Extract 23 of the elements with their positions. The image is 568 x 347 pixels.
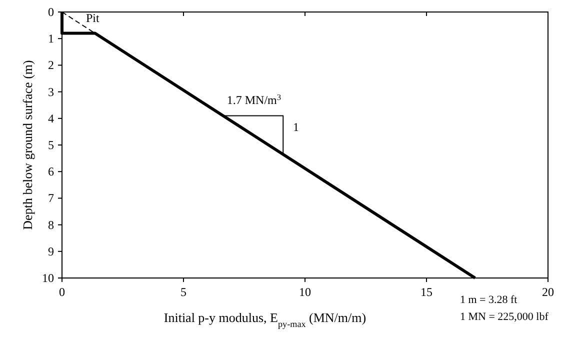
- text: 1 MN = 225,000 lbf: [460, 311, 549, 323]
- annotation: 1: [293, 120, 299, 134]
- x-tick-label: 0: [59, 285, 65, 299]
- x-tick-label: 20: [542, 285, 554, 299]
- y-tick-label: 4: [48, 111, 54, 126]
- y-tick-label: 1: [48, 32, 54, 46]
- x-tick-label: 15: [420, 285, 432, 299]
- x-axis-title: Initial p-y modulus, E$_{py-max}$ (MN/m/m): [164, 310, 366, 329]
- y-tick-label: 5: [48, 138, 54, 152]
- annotation: Pit: [86, 11, 100, 25]
- y-tick-label: 3: [48, 84, 54, 99]
- y-tick-label: 0: [48, 5, 54, 19]
- text: 1 m = 3.28 ft: [460, 294, 518, 306]
- y-axis-title: Depth below ground surface (m): [20, 60, 35, 230]
- y-tick-label: 9: [48, 244, 54, 258]
- x-tick-label: 5: [180, 285, 186, 299]
- y-tick-label: 2: [48, 58, 54, 72]
- y-tick-label: 7: [48, 191, 54, 206]
- annotation: 1.7 MN/m$^{3}$: [226, 92, 282, 107]
- y-tick-label: 8: [48, 218, 54, 232]
- y-tick-label: 6: [48, 164, 54, 179]
- x-tick-label: 10: [299, 285, 311, 299]
- y-tick-label: 10: [42, 271, 54, 285]
